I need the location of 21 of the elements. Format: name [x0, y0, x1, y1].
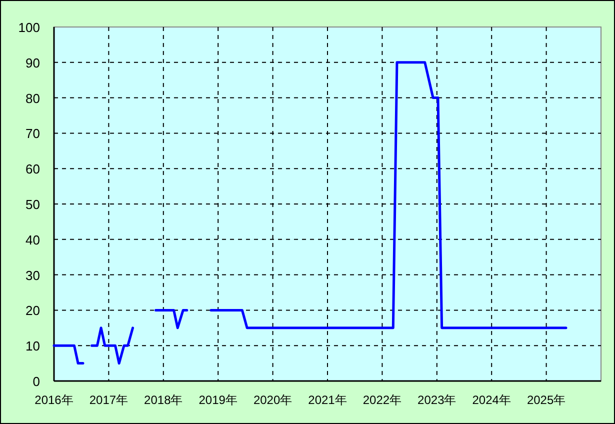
- y-tick-label: 70: [26, 126, 40, 142]
- y-tick-label: 60: [26, 162, 40, 177]
- x-tick-label: 2017年: [89, 393, 128, 407]
- y-tick-label: 40: [26, 232, 40, 248]
- y-tick-label: 100: [18, 20, 40, 35]
- x-tick-label: 2020年: [253, 393, 292, 407]
- x-tick-label: 2016年: [34, 393, 74, 407]
- x-tick-label: 2021年: [308, 393, 347, 407]
- y-tick-label: 10: [26, 338, 40, 354]
- y-tick-label: 30: [26, 268, 40, 283]
- y-tick-label: 50: [26, 197, 40, 212]
- y-tick-label: 80: [26, 90, 40, 106]
- y-tick-label: 90: [26, 55, 40, 70]
- x-tick-label: 2023年: [418, 393, 456, 407]
- x-tick-label: 2025年: [526, 393, 566, 407]
- x-tick-label: 2018年: [144, 393, 183, 407]
- y-tick-label: 20: [26, 303, 40, 318]
- x-tick-label: 2022年: [362, 393, 402, 407]
- x-tick-label: 2019年: [198, 393, 238, 407]
- y-tick-label: 0: [32, 374, 40, 389]
- x-tick-label: 2024年: [472, 393, 511, 407]
